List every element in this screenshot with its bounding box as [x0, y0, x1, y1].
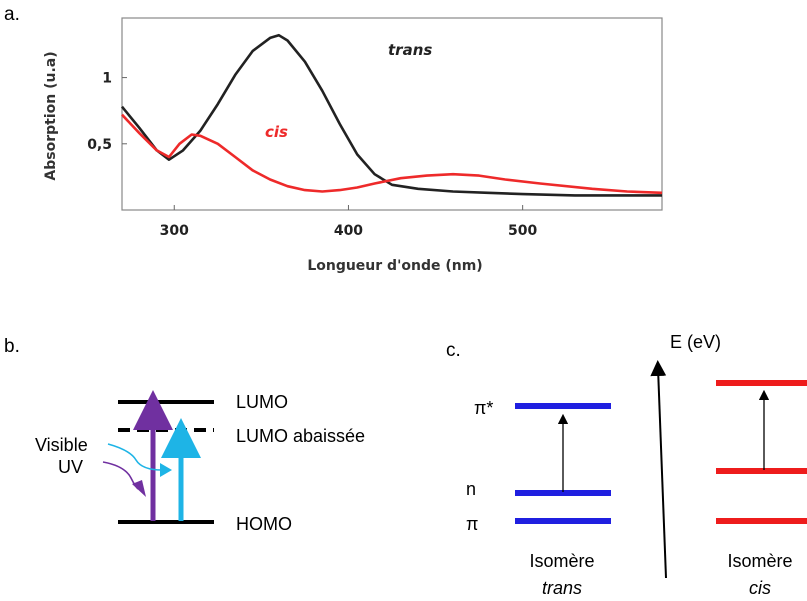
label-cis-name: cis [749, 578, 771, 598]
label-n: n [466, 479, 476, 499]
x-tick-label: 400 [334, 223, 363, 239]
y-tick-label: 0,5 [87, 137, 112, 153]
series-line-cis [121, 113, 663, 195]
label-homo: HOMO [236, 514, 292, 534]
visible-pointer-arrow [107, 443, 163, 471]
x-tick-label: 500 [508, 223, 537, 239]
energy-axis-label: E (eV) [670, 332, 721, 352]
label-trans-isomer: Isomère [529, 551, 594, 571]
series-label-cis: cis [265, 123, 288, 141]
y-axis-title: Absorption (u.a) [43, 51, 59, 180]
uv-pointer-head [132, 480, 146, 497]
label-lumo: LUMO [236, 392, 288, 412]
label-uv: UV [58, 457, 83, 477]
label-visible: Visible [35, 435, 88, 455]
panel-label-c: c. [446, 340, 461, 361]
label-pi: π [466, 514, 478, 534]
y-tick-label: 1 [102, 71, 112, 87]
series-label-trans: trans [388, 41, 432, 59]
x-tick-label: 300 [160, 223, 189, 239]
plot-frame [121, 17, 663, 211]
x-axis-title: Longueur d'onde (nm) [307, 258, 482, 274]
label-lumo-lowered: LUMO abaissée [236, 426, 365, 446]
series-line-trans [120, 33, 662, 197]
panel-label-a: a. [4, 4, 20, 25]
label-cis-isomer: Isomère [727, 551, 792, 571]
panel-label-b: b. [4, 336, 20, 357]
visible-pointer-head [160, 463, 172, 477]
label-pi-star: π* [474, 398, 493, 418]
label-trans-name: trans [542, 578, 582, 598]
energy-axis-arrow [650, 360, 667, 579]
